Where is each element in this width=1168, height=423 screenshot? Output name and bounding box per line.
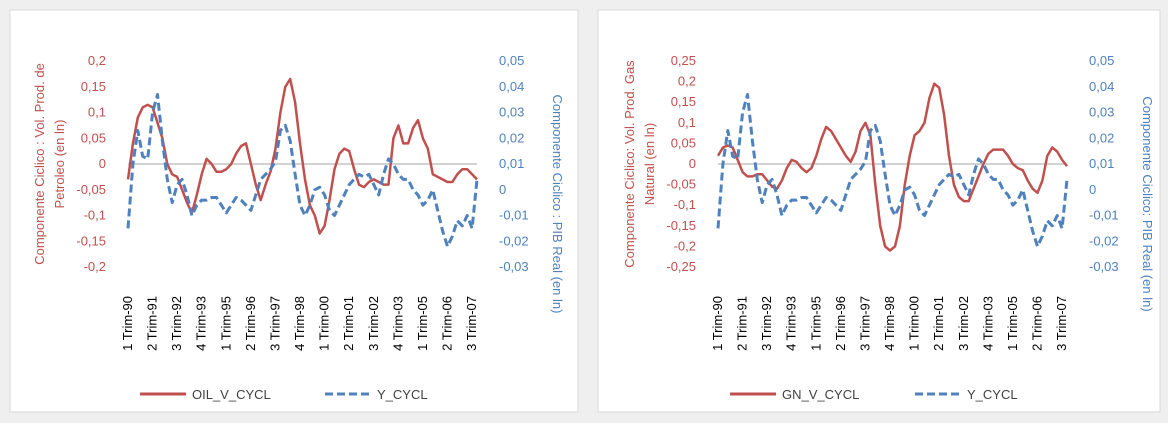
x-tick-label: 4 Trim-93 bbox=[194, 296, 209, 351]
y-tick-label: -0,05 bbox=[666, 177, 696, 192]
y2-tick-label: 0,05 bbox=[1089, 53, 1114, 68]
y-tick-label: 0,05 bbox=[81, 130, 106, 145]
x-tick-label: 1 Trim-95 bbox=[218, 296, 233, 351]
y2-tick-label: 0,05 bbox=[499, 53, 524, 68]
y-tick-label: 0,25 bbox=[671, 53, 696, 68]
y-tick-label: 0,2 bbox=[88, 53, 106, 68]
series-line bbox=[126, 77, 478, 235]
y-axis-title: Petroleo (en ln) bbox=[52, 120, 67, 209]
y2-tick-label: 0,03 bbox=[1089, 105, 1114, 120]
x-tick-label: 3 Trim-92 bbox=[169, 296, 184, 351]
y-tick-label: 0,2 bbox=[678, 74, 696, 89]
legend-label: OIL_V_CYCL bbox=[192, 387, 271, 402]
y2-tick-label: 0,04 bbox=[1089, 79, 1114, 94]
legend-label: GN_V_CYCL bbox=[782, 387, 859, 402]
x-tick-label: 4 Trim-93 bbox=[784, 296, 799, 351]
y-axis-title: Componente Ciclico : Vol. Prod. de bbox=[32, 63, 47, 265]
x-tick-label: 1 Trim-90 bbox=[120, 296, 135, 351]
x-tick-label: 2 Trim-96 bbox=[833, 296, 848, 351]
y-tick-label: -0,2 bbox=[674, 238, 696, 253]
y2-tick-label: -0,03 bbox=[499, 259, 529, 274]
x-tick-label: 1 Trim-00 bbox=[907, 296, 922, 351]
x-tick-label: 1 Trim-95 bbox=[808, 296, 823, 351]
y-tick-label: 0,1 bbox=[678, 115, 696, 130]
x-tick-label: 4 Trim-03 bbox=[390, 296, 405, 351]
y2-tick-label: 0 bbox=[499, 182, 506, 197]
y2-tick-label: -0,01 bbox=[1089, 208, 1119, 223]
y2-tick-label: -0,02 bbox=[1089, 233, 1119, 248]
x-tick-label: 2 Trim-06 bbox=[440, 296, 455, 351]
y-tick-label: 0 bbox=[99, 156, 106, 171]
x-tick-label: 1 Trim-00 bbox=[317, 296, 332, 351]
y-tick-label: 0,05 bbox=[671, 135, 696, 150]
y-tick-label: -0,1 bbox=[674, 197, 696, 212]
y-tick-label: -0,2 bbox=[84, 259, 106, 274]
x-tick-label: 2 Trim-91 bbox=[735, 296, 750, 351]
y2-tick-label: 0,04 bbox=[499, 79, 524, 94]
x-tick-label: 2 Trim-01 bbox=[341, 296, 356, 351]
x-tick-label: 2 Trim-91 bbox=[145, 296, 160, 351]
y2-tick-label: 0,02 bbox=[1089, 130, 1114, 145]
y-tick-label: 0 bbox=[689, 156, 696, 171]
x-tick-label: 3 Trim-92 bbox=[759, 296, 774, 351]
y-tick-label: -0,15 bbox=[76, 233, 106, 248]
y-tick-label: -0,1 bbox=[84, 208, 106, 223]
x-tick-label: 4 Trim-03 bbox=[980, 296, 995, 351]
y-tick-label: -0,05 bbox=[76, 182, 106, 197]
y-tick-label: 0,15 bbox=[81, 79, 106, 94]
y-tick-label: -0,25 bbox=[666, 259, 696, 274]
x-tick-label: 3 Trim-02 bbox=[956, 296, 971, 351]
y2-tick-label: -0,03 bbox=[1089, 259, 1119, 274]
x-tick-label: 2 Trim-96 bbox=[243, 296, 258, 351]
y2-tick-label: 0,03 bbox=[499, 105, 524, 120]
y2-tick-label: 0 bbox=[1089, 182, 1096, 197]
x-tick-label: 3 Trim-97 bbox=[857, 296, 872, 351]
y2-tick-label: 0,02 bbox=[499, 130, 524, 145]
y2-axis-title: Componente Ciclico : PIB Real (en ln) bbox=[550, 95, 565, 314]
series-line bbox=[126, 93, 479, 248]
panel bbox=[9, 9, 579, 413]
y-tick-label: 0,1 bbox=[88, 105, 106, 120]
x-tick-label: 3 Trim-97 bbox=[267, 296, 282, 351]
y2-axis-title: Componente Ciclico: PIB Real (en ln) bbox=[1140, 96, 1155, 311]
x-tick-label: 3 Trim-07 bbox=[464, 296, 479, 351]
x-tick-label: 2 Trim-01 bbox=[931, 296, 946, 351]
x-tick-label: 2 Trim-06 bbox=[1030, 296, 1045, 351]
x-tick-label: 1 Trim-05 bbox=[415, 296, 430, 351]
series-line bbox=[716, 93, 1069, 248]
y2-tick-label: -0,01 bbox=[499, 208, 529, 223]
x-tick-label: 1 Trim-90 bbox=[710, 296, 725, 351]
y-tick-label: -0,15 bbox=[666, 218, 696, 233]
y-tick-label: 0,15 bbox=[671, 94, 696, 109]
legend-label: Y_CYCL bbox=[967, 387, 1018, 402]
legend-label: Y_CYCL bbox=[377, 387, 428, 402]
x-tick-label: 3 Trim-02 bbox=[366, 296, 381, 351]
y2-tick-label: 0,01 bbox=[499, 156, 524, 171]
y2-tick-label: -0,02 bbox=[499, 233, 529, 248]
y-axis-title: Natural (en ln) bbox=[642, 123, 657, 205]
y-axis-title: Componente Ciclico: Vol. Prod. Gas bbox=[622, 60, 637, 268]
x-tick-label: 1 Trim-05 bbox=[1005, 296, 1020, 351]
y2-tick-label: 0,01 bbox=[1089, 156, 1114, 171]
x-tick-label: 4 Trim-98 bbox=[882, 296, 897, 351]
x-tick-label: 4 Trim-98 bbox=[292, 296, 307, 351]
x-tick-label: 3 Trim-07 bbox=[1054, 296, 1069, 351]
